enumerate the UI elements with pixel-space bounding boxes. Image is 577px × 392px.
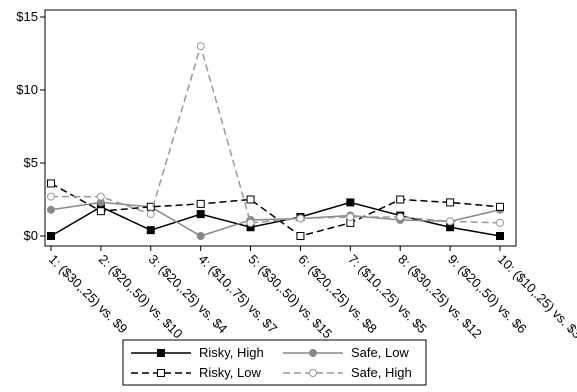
data-point — [196, 42, 205, 51]
data-point — [446, 198, 455, 207]
x-tick-label: 5: ($30,.50) vs. $15 — [245, 252, 335, 342]
x-tick-label: 2: ($20,.50) vs. $10 — [96, 252, 186, 342]
data-point — [496, 218, 504, 227]
legend-label: Safe, Low — [351, 345, 409, 360]
y-tick-label: $5 — [24, 155, 38, 170]
y-tick-label: $10 — [16, 82, 38, 97]
data-point — [47, 192, 55, 201]
data-point — [496, 202, 504, 211]
data-point — [196, 232, 205, 240]
data-point — [496, 232, 504, 240]
data-point — [47, 205, 55, 214]
legend: Risky, High Safe, Low Risky, Low Safe, High — [122, 339, 427, 386]
data-point — [346, 213, 355, 222]
legend-marker — [309, 349, 317, 357]
legend-marker — [157, 349, 165, 357]
data-point — [396, 195, 405, 204]
data-point — [346, 198, 355, 207]
x-tick-label: 10: ($10,.25) vs. $3 — [495, 252, 577, 342]
series-layer — [47, 42, 504, 240]
data-point — [96, 207, 105, 216]
legend-label: Risky, Low — [199, 365, 261, 380]
data-point — [146, 210, 155, 219]
data-point — [246, 218, 255, 227]
data-point — [96, 192, 105, 201]
legend-box — [122, 339, 427, 386]
y-tick-label: $15 — [16, 9, 38, 24]
axes-layer: $0$5$10$151: ($30,.25) vs. $92: ($20,.50… — [16, 9, 577, 341]
legend-item: Risky, High — [131, 345, 264, 360]
data-point — [296, 232, 305, 240]
plot-frame — [44, 9, 517, 247]
series-line — [51, 43, 501, 224]
data-point — [296, 214, 305, 223]
legend-item: Risky, Low — [131, 365, 261, 380]
x-tick-label: 8: ($30,.25) vs. $12 — [395, 252, 485, 342]
data-point — [47, 179, 55, 188]
legend-label: Safe, High — [351, 365, 412, 380]
data-point — [446, 217, 455, 226]
legend-label: Risky, High — [199, 345, 264, 360]
legend-marker — [157, 369, 165, 377]
series-line — [50, 201, 501, 237]
series-4 — [47, 42, 504, 227]
series-3 — [47, 179, 504, 240]
legend-item: Safe, High — [283, 365, 412, 380]
data-point — [196, 210, 205, 219]
series-line — [50, 182, 501, 237]
legend-marker — [309, 369, 317, 377]
data-point — [47, 232, 55, 240]
legend-item: Safe, Low — [283, 345, 409, 360]
y-tick-label: $0 — [24, 228, 38, 243]
data-point — [396, 213, 405, 222]
data-point — [196, 199, 205, 208]
data-point — [146, 226, 155, 235]
series-2 — [47, 198, 504, 240]
data-point — [246, 195, 255, 204]
